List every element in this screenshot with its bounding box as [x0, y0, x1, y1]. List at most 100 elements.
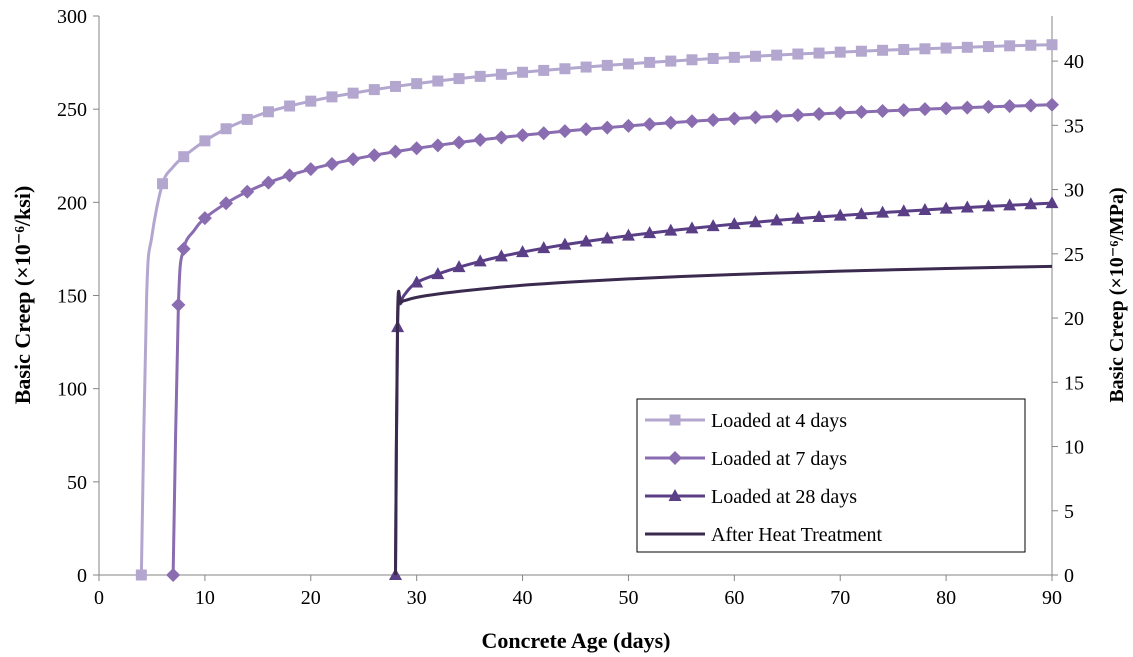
- data-point: [262, 106, 274, 118]
- data-point: [792, 48, 804, 60]
- data-point: [1045, 97, 1059, 112]
- data-point: [220, 123, 232, 135]
- data-point: [621, 118, 636, 133]
- data-point: [282, 168, 297, 183]
- x-tick-label: 30: [407, 587, 427, 609]
- data-point: [430, 138, 445, 153]
- data-point: [939, 101, 954, 116]
- data-point: [324, 156, 339, 171]
- data-point: [790, 108, 805, 123]
- series-1: [135, 39, 1058, 581]
- x-tick-label: 60: [724, 587, 744, 609]
- data-point: [452, 135, 467, 150]
- data-point: [665, 55, 677, 67]
- series-2: [166, 97, 1059, 582]
- data-point: [431, 267, 445, 280]
- data-point: [157, 178, 169, 190]
- data-point: [622, 58, 634, 70]
- data-point: [1045, 196, 1059, 209]
- data-point: [919, 43, 931, 55]
- y2-tick-label: 5: [1064, 501, 1074, 523]
- data-point: [877, 44, 889, 56]
- y2-tick-label: 20: [1064, 308, 1084, 330]
- data-point: [580, 61, 592, 73]
- data-point: [917, 102, 932, 117]
- data-point: [1004, 40, 1016, 52]
- series-3: [388, 196, 1059, 580]
- data-point: [410, 275, 424, 288]
- data-point: [770, 213, 784, 226]
- data-point: [240, 184, 255, 199]
- data-point: [494, 130, 509, 145]
- x-tick-label: 70: [830, 587, 850, 609]
- y2-tick-label: 25: [1064, 244, 1084, 266]
- legend-label: Loaded at 7 days: [711, 448, 847, 470]
- data-point: [199, 135, 211, 147]
- data-point: [176, 241, 191, 256]
- data-point: [642, 117, 657, 132]
- data-point: [896, 103, 911, 118]
- data-point: [643, 226, 657, 239]
- axes-layer: 0 10 20 30 40 50 60 70 80 90050100150200250300051…: [57, 6, 1084, 609]
- data-point: [559, 63, 571, 75]
- data-point: [537, 241, 551, 254]
- data-point: [538, 64, 550, 76]
- data-point: [791, 211, 805, 224]
- data-point: [178, 151, 190, 163]
- data-point: [728, 51, 740, 63]
- data-point: [939, 201, 953, 214]
- data-point: [388, 144, 403, 159]
- legend-item-4: After Heat Treatment: [645, 524, 883, 546]
- data-point: [197, 211, 212, 226]
- y2-axis-title: Basic Creep (×10⁻⁶/MPa): [1106, 187, 1128, 402]
- data-point: [771, 49, 783, 61]
- x-tick-label: 0: [94, 587, 104, 609]
- y-tick-label: 0: [77, 565, 87, 587]
- data-point: [898, 44, 910, 56]
- data-point: [494, 249, 508, 262]
- data-point: [684, 114, 699, 129]
- data-point: [918, 202, 932, 215]
- data-point: [558, 237, 572, 250]
- data-point: [706, 112, 721, 127]
- legend-label: Loaded at 4 days: [711, 410, 847, 432]
- data-point: [453, 73, 465, 85]
- legend-marker: [668, 451, 682, 465]
- legend-marker: [668, 489, 682, 501]
- data-point: [495, 68, 507, 80]
- data-point: [432, 75, 444, 87]
- y2-tick-label: 0: [1064, 565, 1074, 587]
- data-point: [368, 84, 380, 96]
- data-point: [749, 215, 763, 228]
- data-point: [644, 56, 656, 68]
- y2-tick-label: 35: [1064, 115, 1084, 137]
- data-point: [135, 569, 147, 581]
- x-tick-label: 80: [936, 587, 956, 609]
- legend-label: Loaded at 28 days: [711, 486, 857, 508]
- legend-marker: [669, 414, 681, 426]
- y-tick-label: 50: [67, 472, 87, 494]
- data-point: [960, 100, 975, 115]
- data-point: [579, 234, 593, 247]
- data-point: [452, 260, 466, 273]
- data-point: [727, 111, 742, 126]
- series-line: [393, 264, 1053, 576]
- data-point: [940, 42, 952, 54]
- data-point: [855, 45, 867, 57]
- data-point: [833, 105, 848, 120]
- data-point: [961, 41, 973, 53]
- data-point: [389, 80, 401, 92]
- data-point: [1025, 39, 1037, 51]
- data-point: [727, 217, 741, 230]
- y-tick-label: 150: [57, 286, 87, 308]
- data-point: [664, 223, 678, 236]
- data-point: [515, 128, 530, 143]
- data-point: [813, 47, 825, 59]
- legend-box: [636, 398, 1026, 553]
- x-tick-label: 20: [301, 587, 321, 609]
- data-point: [876, 205, 890, 218]
- series-layer: [135, 39, 1059, 582]
- data-point: [411, 78, 423, 90]
- data-point: [473, 254, 487, 267]
